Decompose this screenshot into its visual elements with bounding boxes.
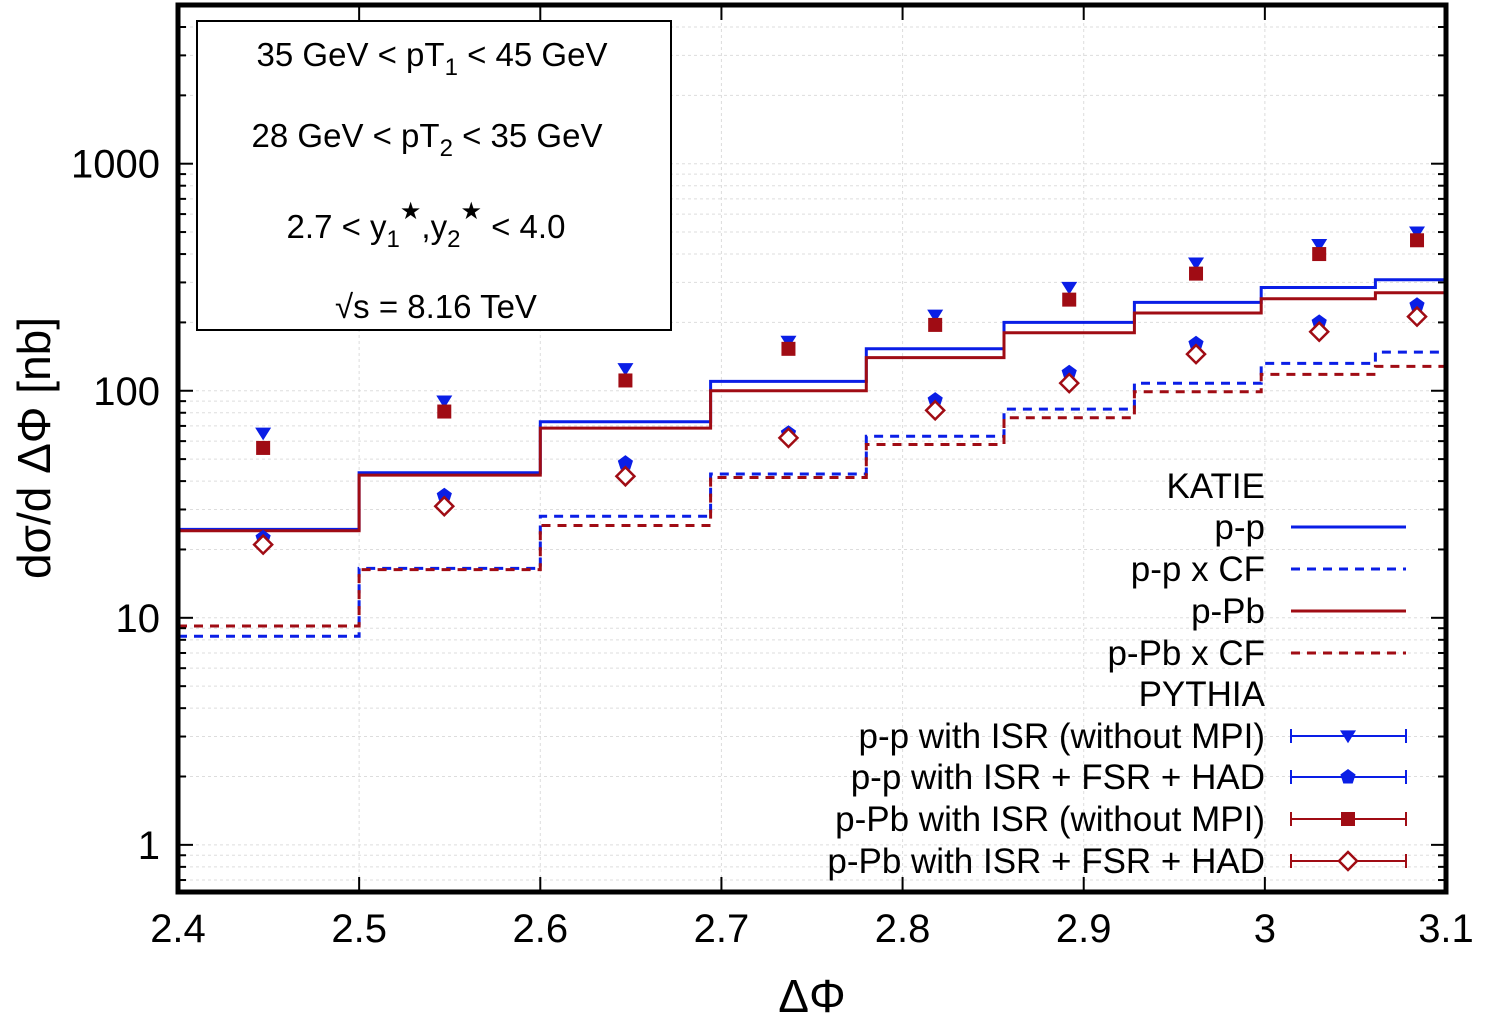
x-tick-label: 3.1 (1418, 907, 1474, 951)
point-p-pb-with-isr-fsr-had-outline (1406, 305, 1428, 328)
point-p-pb-with-isr-without-mpi- (781, 341, 796, 356)
markers-layer (252, 226, 1428, 556)
info-box: 35 GeV < pT1 < 45 GeV 28 GeV < pT2 < 35 … (196, 20, 672, 331)
y-tick-label: 1 (138, 824, 160, 868)
point-p-pb-with-isr-without-mpi- (256, 440, 271, 455)
legend-label-p-pb: p-Pb (1191, 592, 1265, 631)
info-rapidity: 2.7 < y1★,y2★ < 4.0 (287, 198, 566, 253)
point-p-p-with-isr-without-mpi- (927, 309, 944, 323)
point-p-p-with-isr-without-mpi- (1311, 239, 1328, 252)
y-axis-label: dσ/d ΔΦ [nb] (8, 317, 60, 579)
point-p-p-with-isr-fsr-had (617, 455, 633, 470)
point-p-pb-with-isr-fsr-had-outline (252, 533, 274, 556)
legend-label-p-pb-x-cf: p-Pb x CF (1107, 634, 1265, 673)
info-pt1: 35 GeV < pT1 < 45 GeV (257, 36, 608, 81)
legend-label-p-p: p-p (1214, 508, 1265, 547)
legend-header-pythia: PYTHIA (1139, 675, 1266, 714)
info-box-frame (196, 20, 672, 331)
ticks (177, 4, 1447, 892)
point-p-p-with-isr-without-mpi- (255, 427, 272, 441)
point-p-pb-with-isr-without-mpi- (1312, 247, 1327, 262)
point-p-pb-with-isr-fsr-had-outline (1058, 372, 1080, 394)
histogram-p-pb (178, 291, 1446, 533)
point-p-pb-with-isr-fsr-had-outline (1185, 343, 1207, 365)
point-p-p-with-isr-fsr-had (1188, 335, 1204, 351)
x-tick-label: 2.4 (150, 907, 206, 951)
point-p-p-with-isr-fsr-had (1409, 297, 1425, 312)
histogram-p-pb-x-cf (178, 364, 1446, 628)
legend-marker-p-pb-with-isr-fsr-had-outline (1337, 850, 1359, 872)
x-tick-label: 2.9 (1056, 907, 1112, 951)
point-p-pb-with-isr-without-mpi- (618, 373, 633, 388)
point-p-p-with-isr-without-mpi- (436, 395, 453, 409)
legend-label-p-p-with-isr-fsr-had: p-p with ISR + FSR + HAD (851, 758, 1265, 797)
y-tick-label: 100 (93, 370, 160, 414)
point-p-pb-with-isr-fsr-had (614, 465, 637, 488)
point-p-pb-with-isr-without-mpi- (1410, 233, 1425, 248)
point-p-pb-with-isr-fsr-had-outline (777, 427, 800, 449)
legend-header-katie: KATIE (1166, 467, 1265, 506)
point-p-pb-with-isr-fsr-had-outline (924, 399, 946, 422)
point-p-pb-with-isr-without-mpi- (928, 317, 943, 332)
x-tick-label: 2.8 (875, 907, 931, 951)
point-p-pb-with-isr-fsr-had-outline (614, 465, 637, 488)
legend-marker-p-p-with-isr-without-mpi- (1340, 730, 1356, 744)
point-p-p-with-isr-fsr-had (436, 487, 452, 503)
x-tick-label: 2.7 (694, 907, 750, 951)
point-p-pb-with-isr-fsr-had (1406, 305, 1428, 328)
info-pt2: 28 GeV < pT2 < 35 GeV (252, 117, 603, 162)
point-p-pb-with-isr-without-mpi- (437, 404, 452, 419)
point-p-pb-with-isr-fsr-had-outline (433, 495, 456, 518)
point-p-pb-with-isr-fsr-had (252, 533, 274, 556)
y-tick-label: 10 (116, 597, 161, 641)
point-p-pb-with-isr-without-mpi- (1062, 292, 1077, 307)
point-p-pb-with-isr-without-mpi- (1189, 266, 1204, 281)
x-tick-label: 3 (1254, 907, 1276, 951)
y-tick-label: 1000 (71, 143, 160, 187)
point-p-pb-with-isr-fsr-had (1308, 320, 1330, 343)
x-tick-label: 2.5 (331, 907, 387, 951)
point-p-p-with-isr-without-mpi- (617, 363, 634, 376)
legend-label-p-pb-with-isr-fsr-had: p-Pb with ISR + FSR + HAD (827, 842, 1265, 881)
legend-marker-p-pb-with-isr-fsr-had (1337, 850, 1359, 872)
point-p-pb-with-isr-fsr-had (1058, 372, 1080, 394)
series-layer (178, 278, 1446, 638)
point-p-pb-with-isr-fsr-had (777, 427, 800, 449)
x-tick-label: 2.6 (512, 907, 568, 951)
legend-label-p-p-x-cf: p-p x CF (1131, 550, 1265, 589)
point-p-p-with-isr-without-mpi- (1409, 226, 1426, 240)
point-p-pb-with-isr-fsr-had-outline (1308, 320, 1330, 343)
info-energy: √s = 8.16 TeV (335, 288, 537, 325)
point-p-pb-with-isr-fsr-had (433, 495, 456, 518)
legend-label-p-pb-with-isr-without-mpi-: p-Pb with ISR (without MPI) (835, 800, 1265, 839)
tick-labels: 2.4 2.5 2.6 2.7 2.8 2.9 3 3.1 1 10 100 1000 (71, 143, 1474, 951)
point-p-pb-with-isr-fsr-had (924, 399, 946, 422)
legend-entries: p-pp-p x CFp-Pbp-Pb x CF p-p with ISR (wi… (827, 508, 1407, 881)
plot-frame (175, 2, 1449, 895)
legend-marker-p-p-with-isr-fsr-had (1340, 769, 1356, 784)
legend: KATIE PYTHIA p-pp-p x CFp-Pbp-Pb x CFp-p… (827, 467, 1407, 881)
point-p-p-with-isr-without-mpi- (1061, 281, 1078, 295)
point-p-p-with-isr-without-mpi- (1188, 257, 1205, 271)
legend-marker-p-pb-with-isr-without-mpi- (1341, 812, 1355, 826)
point-p-p-with-isr-fsr-had (927, 392, 943, 407)
point-p-pb-with-isr-fsr-had (1185, 343, 1207, 365)
x-axis-label: ΔΦ (778, 970, 845, 1017)
legend-label-p-p-with-isr-without-mpi-: p-p with ISR (without MPI) (859, 717, 1266, 756)
point-p-p-with-isr-fsr-had (1061, 364, 1077, 380)
histogram-p-p (178, 278, 1446, 531)
